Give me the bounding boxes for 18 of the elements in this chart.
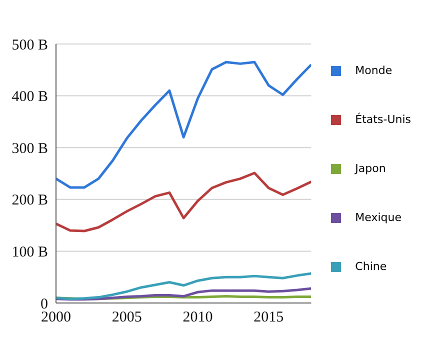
legend-label: Mexique — [355, 211, 402, 224]
y-tick-label: 400 B — [12, 89, 48, 106]
x-tick-label: 2005 — [112, 310, 142, 326]
legend-label: Monde — [355, 64, 392, 77]
line-series — [56, 60, 312, 189]
y-tick-label: 200 B — [12, 192, 48, 209]
line-series — [56, 272, 312, 300]
y-tick-label: 0 — [40, 296, 48, 312]
x-tick-label: 2000 — [41, 310, 71, 326]
legend-label: Japon — [355, 162, 386, 175]
legend-label: Chine — [355, 260, 387, 273]
line-series — [56, 172, 312, 232]
legend-label: États-Unis — [355, 113, 411, 126]
x-tick-label: 2015 — [254, 310, 284, 326]
y-tick-label: 500 B — [12, 37, 48, 54]
y-tick-label: 100 B — [12, 244, 48, 261]
x-tick-label: 2010 — [182, 310, 213, 326]
y-tick-label: 300 B — [12, 140, 48, 157]
